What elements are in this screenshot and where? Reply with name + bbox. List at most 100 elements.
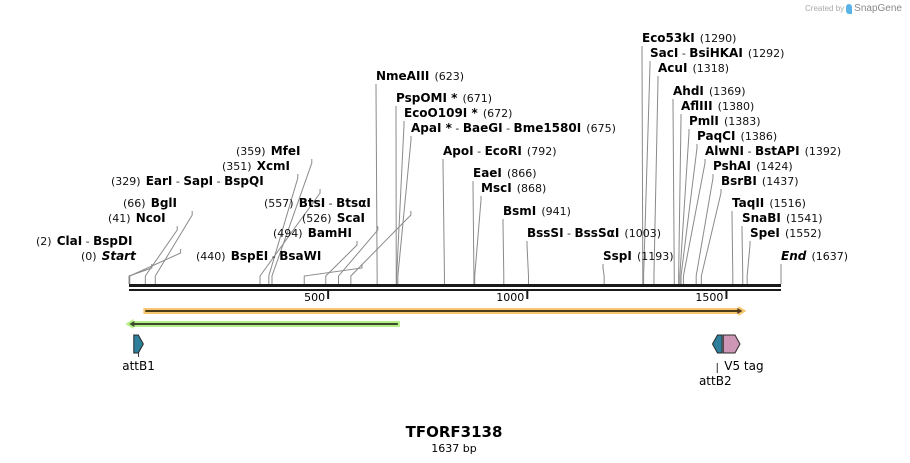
site-eaei[interactable]: EaeI (866) (473, 162, 537, 181)
site-paqci[interactable]: PaqCI (1386) (697, 125, 777, 144)
site-connector-line (268, 174, 299, 284)
site-connector-line (700, 189, 722, 284)
site-label[interactable]: TaqII (1516) (732, 192, 806, 211)
site-label[interactable]: SspI (1193) (603, 245, 674, 264)
site-label[interactable]: (0) Start (81, 245, 137, 264)
site-connector-line (741, 226, 744, 284)
site-label[interactable]: SnaBI (1541) (742, 207, 823, 226)
site-label[interactable]: EaeI (866) (473, 162, 537, 181)
site-connector-line (678, 114, 682, 284)
site-label[interactable]: AcuI (1318) (658, 57, 729, 76)
site-afliii[interactable]: AflIII (1380) (681, 95, 754, 114)
site-ncoi[interactable]: (41) NcoI (108, 207, 166, 226)
feature-orf-reverse[interactable] (125, 319, 400, 329)
feature-attB2[interactable]: attB2 (699, 334, 732, 388)
site-scai[interactable]: (526) ScaI (302, 207, 365, 226)
site-connector-line (397, 136, 412, 284)
site-label[interactable]: BssSI - BssSαI (1003) (527, 222, 661, 241)
enzyme-name: SnaBI (742, 211, 781, 225)
site-label[interactable]: (66) BglI (123, 192, 177, 211)
site-bsssi[interactable]: BssSI - BssSαI (1003) (527, 222, 661, 241)
site-label[interactable]: PaqCI (1386) (697, 125, 777, 144)
site-label[interactable]: PmlI (1383) (689, 110, 761, 129)
site-position: (66) (123, 197, 146, 210)
site-acui[interactable]: AcuI (1318) (658, 57, 729, 76)
site-alwni[interactable]: AlwNI - BstAPI (1392) (705, 140, 841, 159)
feature-attB1[interactable]: attB1 (122, 334, 155, 373)
site-connector-line (271, 159, 313, 284)
enzyme-name: MfeI (271, 144, 301, 158)
ruler-tick-label: 1500 (695, 291, 723, 304)
site-position: (1516) (769, 197, 806, 210)
site-pshai[interactable]: PshAI (1424) (713, 155, 793, 174)
site-bgli[interactable]: (66) BglI (123, 192, 177, 211)
sequence-name: TFORF3138 (406, 423, 503, 441)
site-position: (526) (302, 212, 332, 225)
site-sspi[interactable]: SspI (1193) (603, 245, 674, 264)
site-start[interactable]: (0) Start (81, 245, 137, 264)
snapgene-credit: Created by SnapGene (805, 3, 902, 14)
site-connector-line (682, 159, 706, 284)
site-label[interactable]: NmeAIII (623) (376, 65, 464, 84)
site-saci[interactable]: SacI - BsiHKAI (1292) (650, 42, 784, 61)
site-nmeaiii[interactable]: NmeAIII (623) (376, 65, 464, 84)
site-ahdi[interactable]: AhdI (1369) (673, 80, 746, 99)
feature-v5tag[interactable]: V5 tag (722, 334, 764, 373)
site-label[interactable]: SpeI (1552) (750, 222, 822, 241)
site-label[interactable]: (41) NcoI (108, 207, 166, 226)
site-connector-line (442, 159, 445, 284)
site-taqii[interactable]: TaqII (1516) (732, 192, 806, 211)
site-bsmi[interactable]: BsmI (941) (503, 200, 571, 219)
site-apoi[interactable]: ApoI - EcoRI (792) (443, 140, 557, 159)
site-label[interactable]: Eco53kI (1290) (642, 27, 736, 46)
site-label[interactable]: PshAI (1424) (713, 155, 793, 174)
site-label[interactable]: (329) EarI - SapI - BspQI (111, 170, 264, 189)
enzyme-name: PmlI (689, 114, 719, 128)
site-label[interactable]: (359) MfeI (236, 140, 300, 159)
site-label[interactable]: (494) BamHI (273, 222, 352, 241)
site-label[interactable]: AflIII (1380) (681, 95, 754, 114)
site-end[interactable]: End (1637) (781, 245, 848, 264)
site-label[interactable]: PspOMI * (671) (396, 87, 492, 106)
site-label[interactable]: BsrBI (1437) (721, 170, 799, 189)
site-bspei[interactable]: (440) BspEI - BsaWI (196, 245, 321, 264)
site-bamhi[interactable]: (494) BamHI (273, 222, 352, 241)
site-mfei[interactable]: (359) MfeI (236, 140, 300, 159)
sequence-backbone (129, 284, 781, 291)
site-lines (128, 46, 782, 284)
site-label[interactable]: EcoO109I * (672) (404, 102, 512, 121)
site-clai[interactable]: (2) ClaI - BspDI (36, 230, 132, 249)
site-eari[interactable]: (329) EarI - SapI - BspQI (111, 170, 264, 189)
site-eco0109i[interactable]: EcoO109I * (672) (404, 102, 512, 121)
site-eco53ki[interactable]: Eco53kI (1290) (642, 27, 736, 46)
site-label[interactable]: ApoI - EcoRI (792) (443, 140, 557, 159)
enzyme-name: NmeAIII (376, 69, 429, 83)
enzyme-name: BstAPI (755, 144, 800, 158)
site-xcmi[interactable]: (351) XcmI (222, 155, 290, 174)
site-label[interactable]: (440) BspEI - BsaWI (196, 245, 321, 264)
site-label[interactable]: (2) ClaI - BspDI (36, 230, 132, 249)
site-position: (1392) (805, 145, 842, 158)
site-pspomi[interactable]: PspOMI * (671) (396, 87, 492, 106)
site-label[interactable]: End (1637) (781, 245, 848, 264)
site-snabi[interactable]: SnaBI (1541) (742, 207, 823, 226)
site-msci[interactable]: MscI (868) (481, 177, 546, 196)
ruler-tick-label: 500 (304, 291, 325, 304)
site-label[interactable]: BsmI (941) (503, 200, 571, 219)
site-bsrbi[interactable]: BsrBI (1437) (721, 170, 799, 189)
feature-orf-forward[interactable] (143, 306, 747, 316)
site-spei[interactable]: SpeI (1552) (750, 222, 822, 241)
site-label[interactable]: ApaI * - BaeGI - Bme1580I (675) (411, 117, 616, 136)
site-btsi[interactable]: (557) BtsI - BtsαI (264, 192, 371, 211)
site-apai[interactable]: ApaI * - BaeGI - Bme1580I (675) (411, 117, 616, 136)
site-label[interactable]: MscI (868) (481, 177, 546, 196)
site-label[interactable]: AlwNI - BstAPI (1392) (705, 140, 841, 159)
site-label[interactable]: (526) ScaI (302, 207, 365, 226)
site-pmli[interactable]: PmlI (1383) (689, 110, 761, 129)
site-label[interactable]: (557) BtsI - BtsαI (264, 192, 371, 211)
site-connector-line (695, 174, 714, 284)
enzyme-name: SapI (183, 174, 213, 188)
site-label[interactable]: AhdI (1369) (673, 80, 746, 99)
site-label[interactable]: SacI - BsiHKAI (1292) (650, 42, 784, 61)
site-label[interactable]: (351) XcmI (222, 155, 290, 174)
